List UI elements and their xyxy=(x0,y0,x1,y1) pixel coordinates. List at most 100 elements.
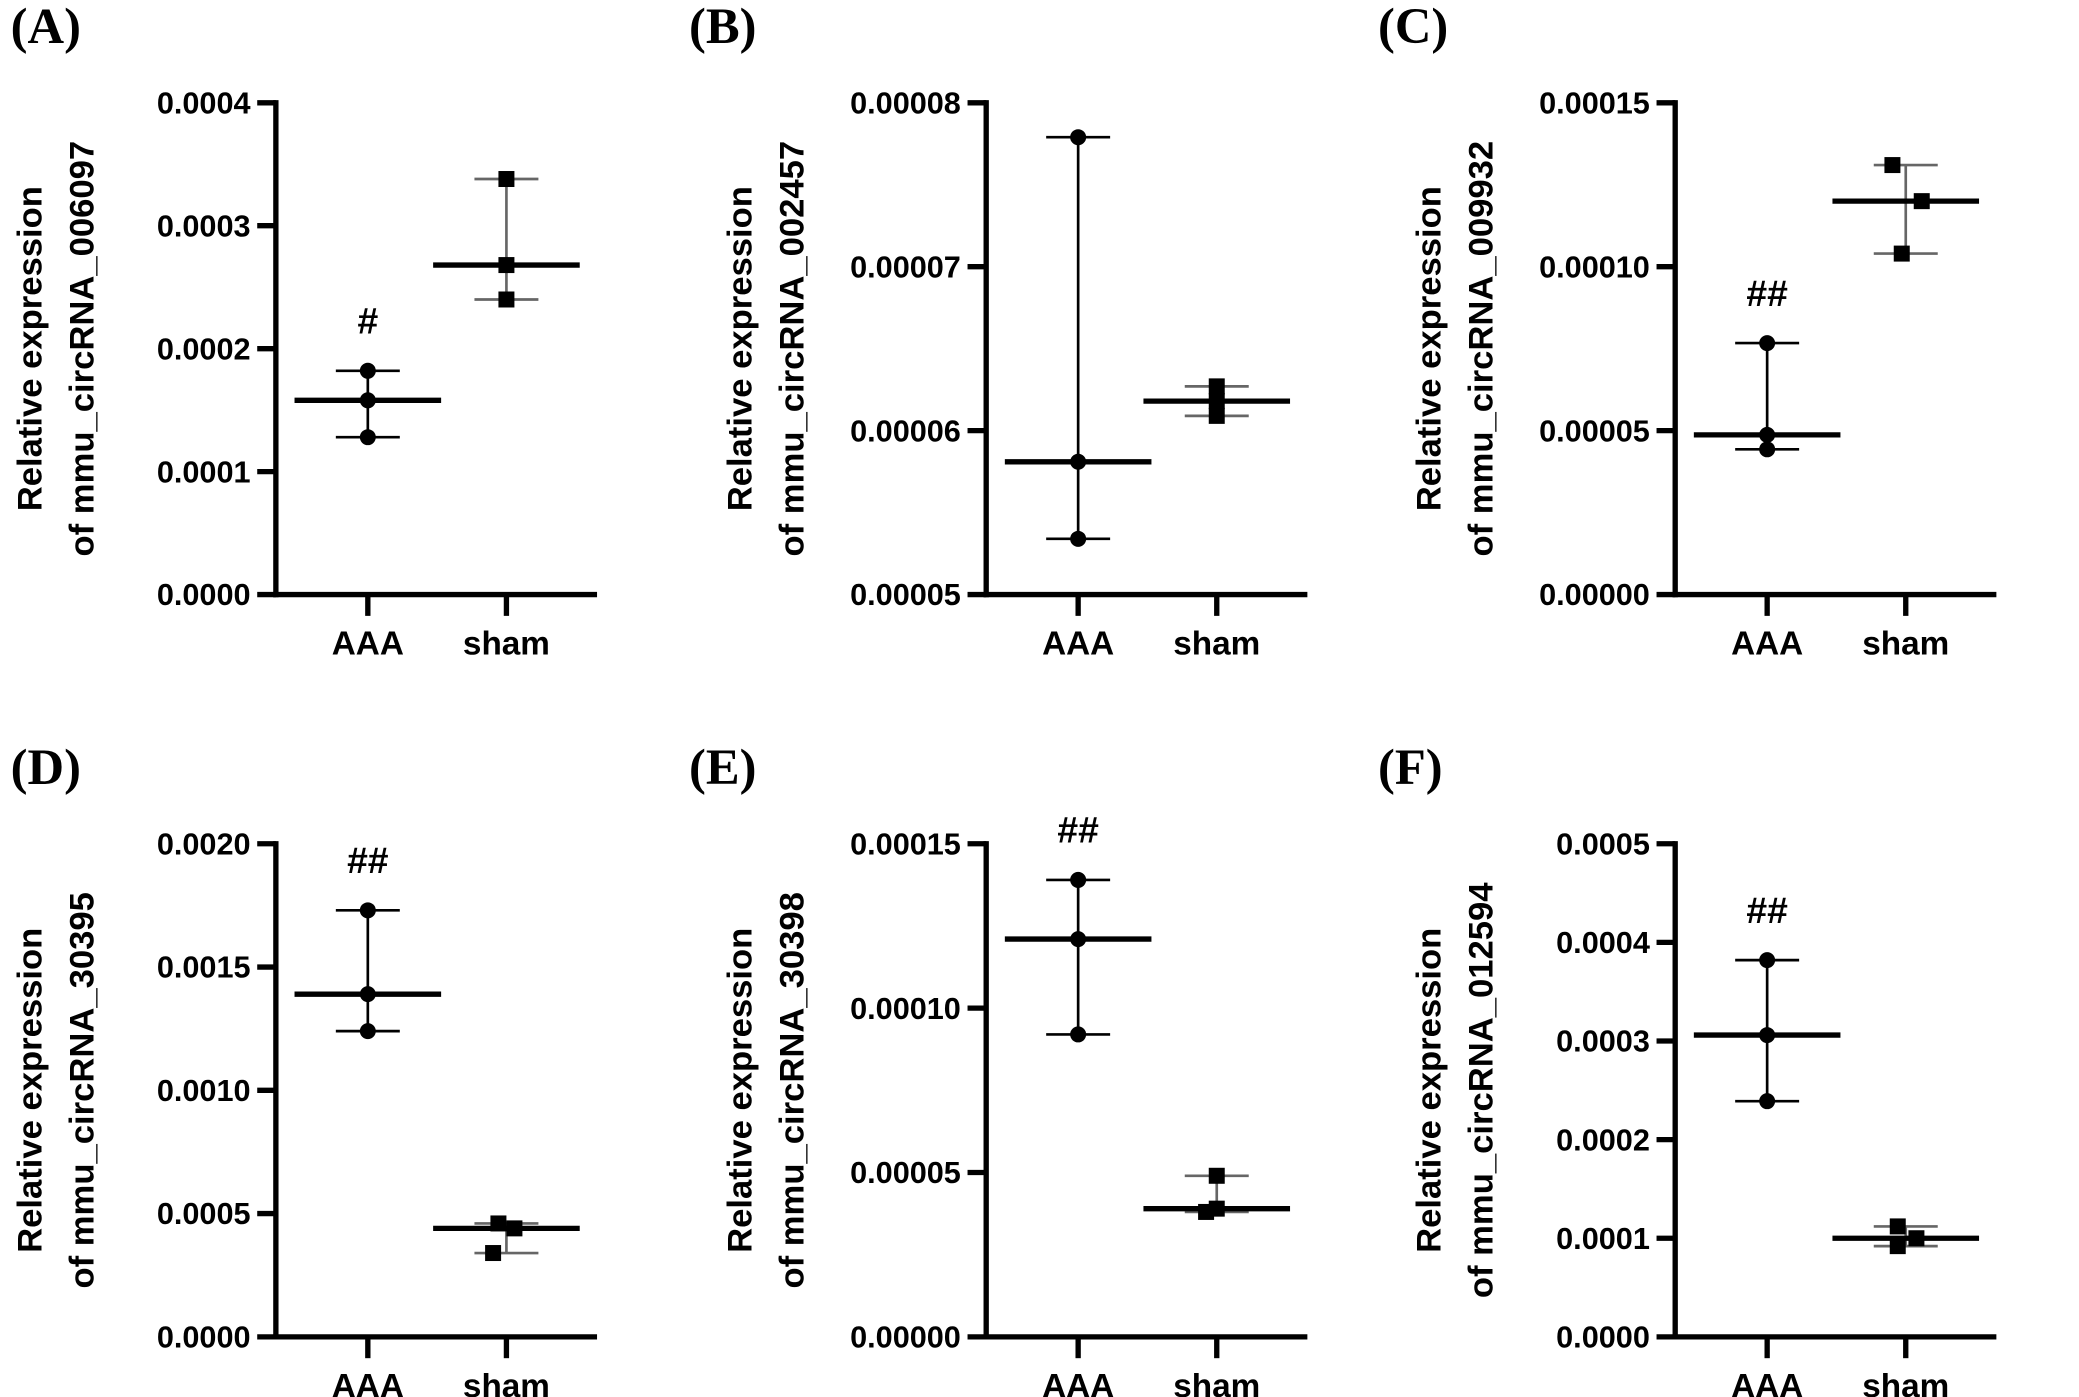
data-point-aaa xyxy=(1759,426,1776,443)
panel-b: (B) 0.00005 0.00006 0.00007 0.00008 Relative … xyxy=(689,0,1308,663)
y-tick-label: 0.0003 xyxy=(157,209,251,243)
x-tick-label: AAA xyxy=(1042,1368,1114,1397)
data-point-sham xyxy=(498,291,515,308)
panel-f: (F) 0.0000 0.0001 0.0002 0.0003 0.0004 0.0005 R… xyxy=(1378,739,1997,1397)
y-tick-label: 0.00006 xyxy=(850,414,961,448)
data-point-aaa xyxy=(1070,931,1087,948)
y-tick-label: 0.0002 xyxy=(1556,1123,1650,1157)
data-point-aaa xyxy=(1759,952,1776,969)
y-axis-label: of mmu_circRNA_002457 xyxy=(774,141,812,557)
data-point-sham xyxy=(1893,245,1910,262)
y-tick-label: 0.00010 xyxy=(850,992,961,1026)
panel-label: (F) xyxy=(1378,739,1443,795)
data-point-sham xyxy=(1889,1218,1906,1235)
y-axis-label: Relative expression xyxy=(11,928,49,1253)
significance-marker: ## xyxy=(1746,889,1788,931)
y-tick-label: 0.0020 xyxy=(157,827,251,861)
panel-label: (E) xyxy=(689,739,756,795)
panel-label: (A) xyxy=(11,0,81,54)
panel-label: (D) xyxy=(11,739,81,795)
x-tick-label: sham xyxy=(463,1368,550,1397)
y-tick-label: 0.0000 xyxy=(157,1321,251,1355)
y-tick-label: 0.0004 xyxy=(157,86,251,120)
x-tick-label: sham xyxy=(1862,1368,1949,1397)
x-tick-label: sham xyxy=(1173,626,1260,663)
data-point-sham xyxy=(1208,378,1225,395)
y-tick-label: 0.00000 xyxy=(850,1321,961,1355)
data-point-aaa xyxy=(1759,1027,1776,1044)
data-point-sham xyxy=(1889,1238,1906,1255)
data-point-aaa xyxy=(1070,1026,1087,1043)
y-tick-label: 0.0001 xyxy=(1556,1222,1650,1256)
y-axis-label: Relative expression xyxy=(11,186,49,511)
y-axis-label: of mmu_circRNA_006097 xyxy=(63,141,101,557)
x-tick-label: sham xyxy=(1173,1368,1260,1397)
y-tick-label: 0.00005 xyxy=(850,1156,961,1190)
x-tick-label: AAA xyxy=(332,626,404,663)
significance-marker: # xyxy=(357,299,378,341)
panel-e: (E) 0.00000 0.00005 0.00010 0.00015 Relative … xyxy=(689,739,1308,1397)
significance-marker: ## xyxy=(1746,272,1788,314)
panel-d: (D) 0.0000 0.0005 0.0010 0.0015 0.0020 Relativ… xyxy=(11,739,598,1397)
y-tick-label: 0.0001 xyxy=(157,455,251,489)
y-axis-label: Relative expression xyxy=(1411,928,1449,1253)
data-point-sham xyxy=(1208,1167,1225,1184)
data-point-aaa xyxy=(359,429,376,446)
y-tick-label: 0.00010 xyxy=(1539,250,1650,284)
y-axis-label: Relative expression xyxy=(1411,186,1449,511)
y-axis-label: Relative expression xyxy=(722,928,760,1253)
x-tick-label: AAA xyxy=(1731,626,1803,663)
y-tick-label: 0.0005 xyxy=(157,1197,251,1231)
data-point-sham xyxy=(490,1215,507,1232)
data-point-aaa xyxy=(359,1023,376,1040)
y-axis-label: of mmu_circRNA_009932 xyxy=(1463,141,1501,557)
data-point-aaa xyxy=(1759,335,1776,352)
data-point-aaa xyxy=(359,392,376,409)
data-point-aaa xyxy=(1070,871,1087,888)
y-tick-label: 0.0005 xyxy=(1556,827,1650,861)
data-point-sham xyxy=(1908,1230,1925,1247)
data-point-aaa xyxy=(1070,530,1087,547)
y-tick-label: 0.00015 xyxy=(1539,86,1650,120)
x-tick-label: AAA xyxy=(1042,626,1114,663)
data-point-sham xyxy=(1198,1203,1215,1220)
x-tick-label: sham xyxy=(463,626,550,663)
y-tick-label: 0.0015 xyxy=(157,951,251,985)
data-point-sham xyxy=(498,257,515,274)
data-point-aaa xyxy=(359,362,376,379)
y-tick-label: 0.0002 xyxy=(157,332,251,366)
panel-c: (C) 0.00000 0.00005 0.00010 0.00015 Relative … xyxy=(1378,0,1997,663)
y-tick-label: 0.0000 xyxy=(1556,1321,1650,1355)
x-tick-label: AAA xyxy=(332,1368,404,1397)
y-tick-label: 0.0010 xyxy=(157,1074,251,1108)
data-point-sham xyxy=(1208,393,1225,410)
data-point-sham xyxy=(1913,193,1930,210)
x-tick-label: AAA xyxy=(1731,1368,1803,1397)
y-axis-label: of mmu_circRNA_012594 xyxy=(1463,882,1501,1298)
data-point-sham xyxy=(1884,157,1901,174)
y-axis-label: of mmu_circRNA_30398 xyxy=(774,892,812,1288)
data-point-sham xyxy=(1208,407,1225,424)
significance-marker: ## xyxy=(1057,809,1099,851)
y-tick-label: 0.0004 xyxy=(1556,926,1650,960)
y-tick-label: 0.00005 xyxy=(1539,414,1650,448)
data-point-sham xyxy=(485,1245,502,1262)
data-point-aaa xyxy=(359,986,376,1003)
data-point-aaa xyxy=(1759,441,1776,458)
y-axis-label: Relative expression xyxy=(722,186,760,511)
panel-label: (C) xyxy=(1378,0,1448,54)
panel-label: (B) xyxy=(689,0,756,54)
panel-a: (A) 0.0000 0.0001 0.0002 0.0003 0.0004 Relativ… xyxy=(11,0,598,663)
data-point-aaa xyxy=(1759,1093,1776,1110)
significance-marker: ## xyxy=(347,839,389,881)
y-tick-label: 0.00000 xyxy=(1539,578,1650,612)
data-point-aaa xyxy=(1070,453,1087,470)
data-point-sham xyxy=(506,1220,523,1237)
y-tick-label: 0.00015 xyxy=(850,827,961,861)
data-point-aaa xyxy=(359,902,376,919)
x-tick-label: sham xyxy=(1862,626,1949,663)
y-tick-label: 0.00008 xyxy=(850,86,961,120)
y-axis-label: of mmu_circRNA_30395 xyxy=(63,892,101,1288)
y-tick-label: 0.0003 xyxy=(1556,1025,1650,1059)
